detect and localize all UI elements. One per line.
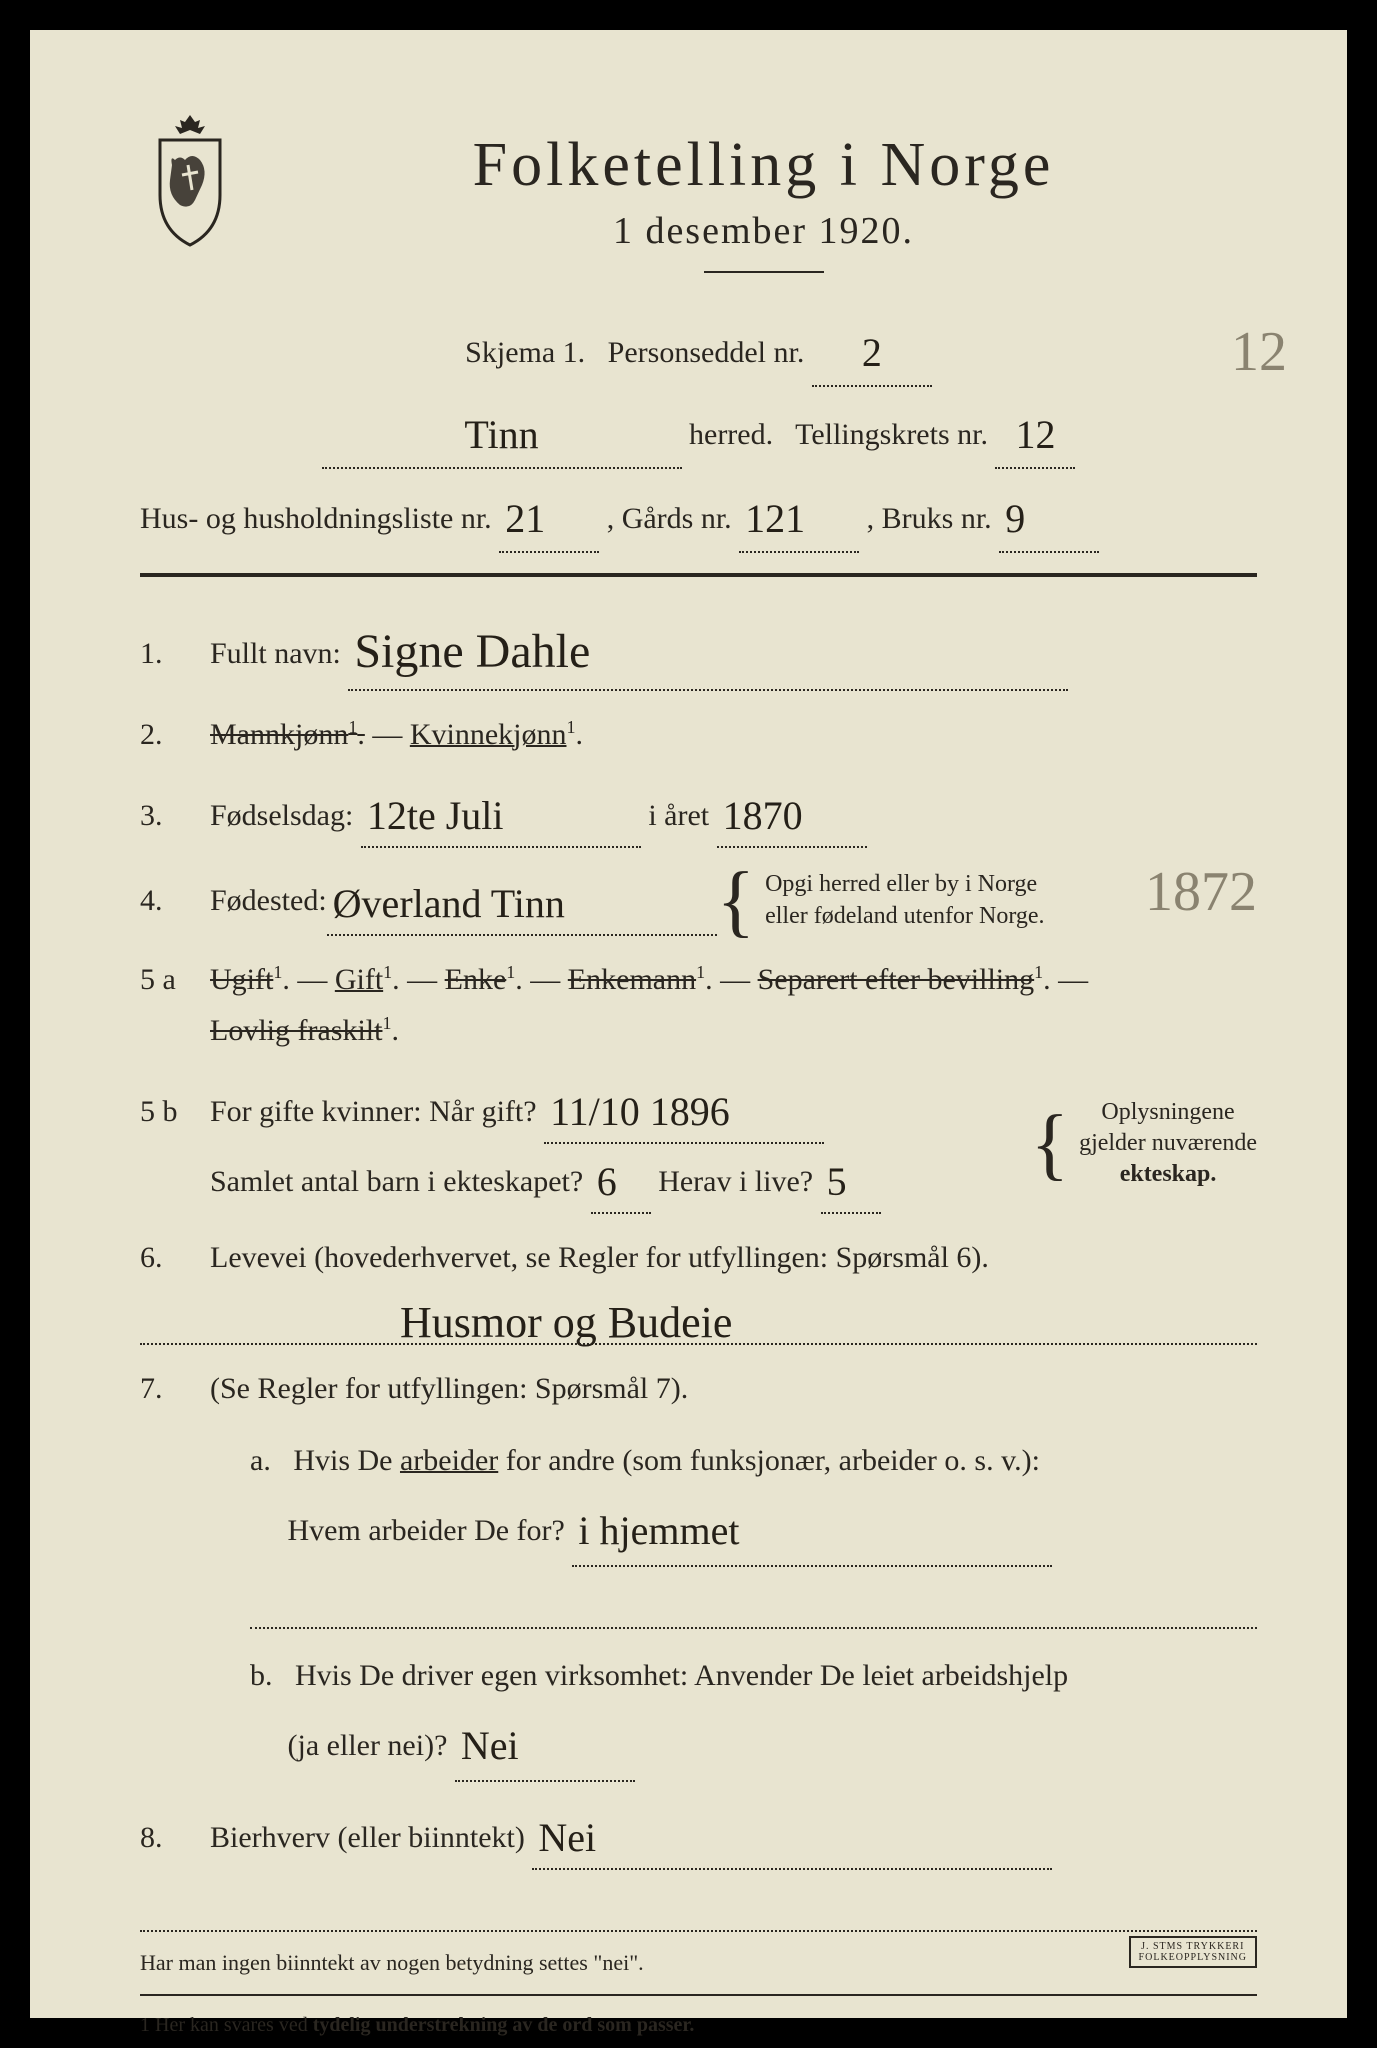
q2-dash: — — [372, 718, 410, 751]
q2-num: 2. — [140, 709, 210, 760]
q5b-alive: 5 — [827, 1159, 847, 1204]
q7a-t1u: arbeider — [400, 1444, 498, 1477]
rule-2 — [140, 1994, 1257, 1996]
q5b-num: 5 b — [140, 1086, 210, 1137]
q6-label: Levevei (hovederhvervet, se Regler for u… — [210, 1241, 989, 1274]
q6-value: Husmor og Budeie — [400, 1297, 732, 1348]
q6-line: Husmor og Budeie — [140, 1301, 1257, 1345]
q7b-t1: Hvis De driver egen virksomhet: Anvender… — [295, 1659, 1068, 1692]
printer-stamp: J. STMS TRYKKERIFOLKEOPPLYSNING — [1129, 1936, 1257, 1968]
q4: 4. Fødested: Øverland Tinn { Opgi herred… — [140, 866, 1257, 936]
q5b-label3: Herav i live? — [658, 1165, 813, 1198]
q3: 3. Fødselsdag: 12te Juli i året 1870 — [140, 778, 1257, 848]
q7b-t2: (ja eller nei)? — [288, 1729, 448, 1762]
meta-block: Skjema 1. Personseddel nr. 2 Tinn herred… — [140, 313, 1257, 469]
q4-num: 4. — [140, 875, 210, 926]
q4-value: Øverland Tinn — [333, 881, 565, 926]
main-title: Folketelling i Norge — [270, 130, 1257, 201]
q5a-num: 5 a — [140, 954, 210, 1005]
tellingskrets-nr: 12 — [1015, 412, 1055, 457]
schema-label: Skjema 1. — [465, 336, 585, 369]
q4-label: Fødested: — [210, 875, 327, 926]
q8-blank — [140, 1888, 1257, 1932]
q7-label: (Se Regler for utfyllingen: Spørsmål 7). — [210, 1372, 688, 1405]
coat-of-arms-icon — [140, 110, 240, 250]
q6-num: 6. — [140, 1232, 210, 1283]
title-block: Folketelling i Norge 1 desember 1920. — [270, 130, 1257, 303]
footnote-2: 1 Her kan svares ved tydelig understrekn… — [140, 2014, 1257, 2037]
q5a-separert: Separert efter bevilling — [758, 963, 1035, 996]
q7a-t2: Hvem arbeider De for? — [288, 1514, 565, 1547]
tellingskrets-label: Tellingskrets nr. — [795, 418, 988, 451]
q5a-ugift: Ugift — [210, 963, 273, 996]
q2-kvinne: Kvinnekjønn — [410, 718, 567, 751]
pencil-mark-12: 12 — [1231, 320, 1287, 384]
q5b-note: Oplysningene gjelder nuværende ekteskap. — [1079, 1097, 1257, 1191]
q7-num: 7. — [140, 1363, 210, 1414]
q8-num: 8. — [140, 1812, 210, 1863]
q7b-label: b. — [250, 1659, 273, 1692]
q7b: b. Hvis De driver egen virksomhet: Anven… — [250, 1647, 1257, 1782]
subtitle: 1 desember 1920. — [270, 209, 1257, 253]
bruks-nr: 9 — [1005, 496, 1025, 541]
q7a-label: a. — [250, 1444, 271, 1477]
q5a-gift: Gift — [335, 963, 383, 996]
q5a: 5 a Ugift1. — Gift1. — Enke1. — Enkemann… — [140, 954, 1257, 1056]
q8-value: Nei — [538, 1815, 596, 1860]
q3-num: 3. — [140, 790, 210, 841]
brace-icon-2: { — [1031, 1120, 1069, 1168]
q1-value: Signe Dahle — [354, 625, 590, 678]
personseddel-label: Personseddel nr. — [608, 336, 805, 369]
q2-mann: Mannkjønn1. — [210, 718, 365, 751]
brace-icon: { — [717, 877, 755, 925]
husliste-nr: 21 — [505, 496, 545, 541]
q5b-label1: For gifte kvinner: Når gift? — [210, 1095, 537, 1128]
q7a-t1b: for andre (som funksjonær, arbeider o. s… — [498, 1444, 1040, 1477]
q7: 7. (Se Regler for utfyllingen: Spørsmål … — [140, 1363, 1257, 1782]
q7a-value: i hjemmet — [578, 1508, 739, 1553]
q1: 1. Fullt navn: Signe Dahle — [140, 607, 1257, 691]
q3-label: Fødselsdag: — [210, 799, 353, 832]
q7a: a. Hvis De arbeider for andre (som funks… — [250, 1432, 1257, 1567]
personseddel-nr: 2 — [862, 330, 882, 375]
q1-label: Fullt navn: — [210, 637, 341, 670]
q4-note: Opgi herred eller by i Norge eller fødel… — [765, 869, 1044, 931]
q5b: 5 b For gifte kvinner: Når gift? 11/10 1… — [140, 1074, 1257, 1214]
q5b-children: 6 — [597, 1159, 617, 1204]
gards-nr: 121 — [745, 496, 805, 541]
herred-value: Tinn — [464, 412, 538, 457]
q5a-enke: Enke — [445, 963, 507, 996]
q1-num: 1. — [140, 628, 210, 679]
gards-label: , Gårds nr. — [607, 502, 732, 535]
rule-1 — [140, 573, 1257, 577]
census-form-page: 12 Folketelling i Norge 1 desember 1920.… — [30, 30, 1347, 2018]
q5a-fraskilt: Lovlig fraskilt — [210, 1014, 382, 1047]
pencil-mark-1872: 1872 — [1145, 860, 1257, 924]
meta-line-3: Hus- og husholdningsliste nr. 21 , Gårds… — [140, 479, 1257, 553]
q8-label: Bierhverv (eller biinntekt) — [210, 1821, 525, 1854]
q5a-enkemann: Enkemann — [568, 963, 696, 996]
herred-label: herred. — [689, 418, 773, 451]
q7a-blank — [250, 1585, 1257, 1629]
q3-day: 12te Juli — [367, 793, 504, 838]
q3-year: 1870 — [723, 793, 803, 838]
q3-year-label: i året — [648, 799, 709, 832]
q5b-label2: Samlet antal barn i ekteskapet? — [210, 1165, 583, 1198]
title-divider — [704, 271, 824, 273]
q2: 2. Mannkjønn1. — Kvinnekjønn1. — [140, 709, 1257, 760]
q8: 8. Bierhverv (eller biinntekt) Nei — [140, 1800, 1257, 1870]
q5b-married: 11/10 1896 — [550, 1089, 730, 1134]
q7a-t1: Hvis De — [293, 1444, 400, 1477]
header: Folketelling i Norge 1 desember 1920. — [140, 130, 1257, 303]
q6: 6. Levevei (hovederhvervet, se Regler fo… — [140, 1232, 1257, 1283]
footnote-1: Har man ingen biinntekt av nogen betydni… — [140, 1950, 1257, 1976]
q7b-value: Nei — [461, 1723, 519, 1768]
bruks-label: , Bruks nr. — [867, 502, 992, 535]
husliste-label: Hus- og husholdningsliste nr. — [140, 502, 492, 535]
